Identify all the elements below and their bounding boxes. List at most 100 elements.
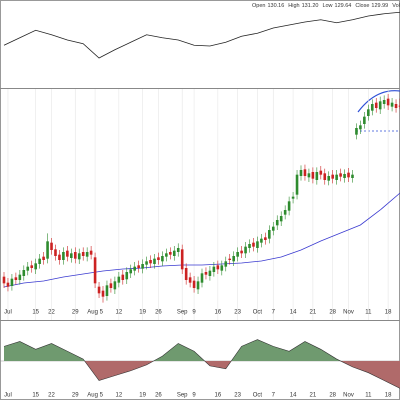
x-tick-label: 11 bbox=[365, 310, 372, 316]
candle-body bbox=[26, 266, 30, 271]
candle-body bbox=[315, 172, 319, 180]
candle-body bbox=[224, 261, 228, 267]
candle-body bbox=[176, 248, 180, 252]
candle-body bbox=[125, 272, 129, 280]
x-tick-label: 22 bbox=[48, 393, 55, 399]
candle-body bbox=[34, 263, 37, 270]
candle-body bbox=[303, 169, 307, 176]
x-tick-label: 11 bbox=[365, 393, 372, 399]
candle-body bbox=[311, 172, 315, 179]
candle-body bbox=[77, 253, 81, 260]
candle-body bbox=[271, 226, 275, 231]
pattern-arc bbox=[357, 90, 400, 113]
candle-body bbox=[133, 266, 136, 271]
oscillator-line bbox=[3, 339, 400, 389]
candle-body bbox=[319, 170, 323, 175]
candle-body bbox=[287, 201, 291, 211]
candle-body bbox=[192, 280, 196, 288]
candle-body bbox=[145, 261, 148, 265]
header-label: Close bbox=[355, 3, 369, 9]
candle-body bbox=[363, 116, 366, 124]
candle-body bbox=[359, 125, 362, 130]
candle-body bbox=[236, 252, 239, 257]
header-value: 131.20 bbox=[302, 3, 319, 9]
x-tick-label: Oct bbox=[253, 393, 263, 399]
candle-body bbox=[260, 238, 263, 243]
candle-body bbox=[18, 274, 22, 280]
candle-body bbox=[58, 254, 61, 260]
x-tick-label: 14 bbox=[290, 310, 297, 316]
x-tick-label: 7 bbox=[272, 393, 276, 399]
x-tick-label: 29 bbox=[72, 310, 79, 316]
x-tick-label: 28 bbox=[329, 393, 336, 399]
x-tick-label: Aug 5 bbox=[87, 310, 103, 316]
candle-body bbox=[331, 174, 334, 179]
candle-body bbox=[105, 285, 109, 296]
x-tick-label: 22 bbox=[48, 310, 55, 316]
x-tick-label: Aug 5 bbox=[87, 393, 103, 399]
x-tick-label: 7 bbox=[272, 310, 276, 316]
candle-body bbox=[232, 256, 235, 262]
header-value: 129.64 bbox=[335, 3, 352, 9]
plot-layer: Open 130.16 High 131.20 Low 129.64 Close 129.99… bbox=[2, 3, 400, 399]
candle-body bbox=[367, 109, 370, 116]
candle-body bbox=[240, 250, 243, 254]
candle-body bbox=[327, 176, 331, 181]
candle-body bbox=[307, 173, 311, 178]
x-tick-label: 21 bbox=[310, 310, 317, 316]
moving-average bbox=[3, 192, 400, 288]
x-tick-label: 12 bbox=[115, 310, 122, 316]
candle-body bbox=[248, 244, 251, 248]
candle-body bbox=[46, 241, 49, 259]
x-tick-label: 28 bbox=[329, 310, 336, 316]
candle-body bbox=[153, 258, 156, 264]
candle-body bbox=[347, 172, 350, 178]
x-tick-label: 15 bbox=[32, 310, 39, 316]
candle-body bbox=[196, 281, 200, 290]
candle-body bbox=[38, 258, 41, 264]
candle-body bbox=[93, 257, 97, 284]
candle-body bbox=[208, 270, 212, 276]
candle-body bbox=[81, 252, 85, 256]
x-tick-label: Oct bbox=[253, 310, 263, 316]
candle-body bbox=[200, 273, 204, 283]
x-tick-label: Jul bbox=[4, 310, 12, 316]
candle-body bbox=[42, 256, 45, 260]
x-tick-label: Sep bbox=[177, 393, 188, 399]
x-tick-label: 16 bbox=[214, 393, 221, 399]
candle-body bbox=[161, 256, 164, 262]
x-tick-label: 15 bbox=[32, 393, 39, 399]
candle-body bbox=[204, 272, 208, 275]
header-label: Volume bbox=[392, 3, 400, 9]
x-tick-label: 26 bbox=[155, 310, 162, 316]
x-tick-label: 18 bbox=[385, 310, 392, 316]
x-tick-label: 16 bbox=[214, 310, 221, 316]
x-tick-label: 26 bbox=[155, 393, 162, 399]
candle-body bbox=[291, 196, 295, 199]
candle-body bbox=[212, 266, 216, 272]
candle-body bbox=[244, 246, 247, 254]
candle-body bbox=[101, 290, 105, 297]
candle-body bbox=[54, 249, 57, 256]
candle-body bbox=[109, 283, 113, 288]
candle-body bbox=[279, 216, 283, 222]
candle-body bbox=[386, 98, 390, 106]
candle-body bbox=[275, 220, 279, 226]
candle-body bbox=[70, 253, 73, 258]
candle-body bbox=[343, 174, 346, 178]
x-tick-label: 19 bbox=[139, 393, 146, 399]
candle-body bbox=[351, 174, 354, 178]
candle-body bbox=[30, 265, 34, 268]
candle-body bbox=[66, 250, 69, 257]
indicator-line bbox=[3, 11, 400, 59]
candle-body bbox=[398, 105, 400, 107]
x-tick-label: 19 bbox=[139, 310, 146, 316]
candle-body bbox=[220, 265, 224, 271]
candle-body bbox=[10, 278, 14, 286]
candle-body bbox=[157, 257, 160, 260]
candle-body bbox=[252, 242, 255, 247]
candle-body bbox=[62, 252, 65, 260]
x-tick-label: 9 bbox=[192, 310, 196, 316]
oscillator-negative bbox=[4, 361, 400, 389]
